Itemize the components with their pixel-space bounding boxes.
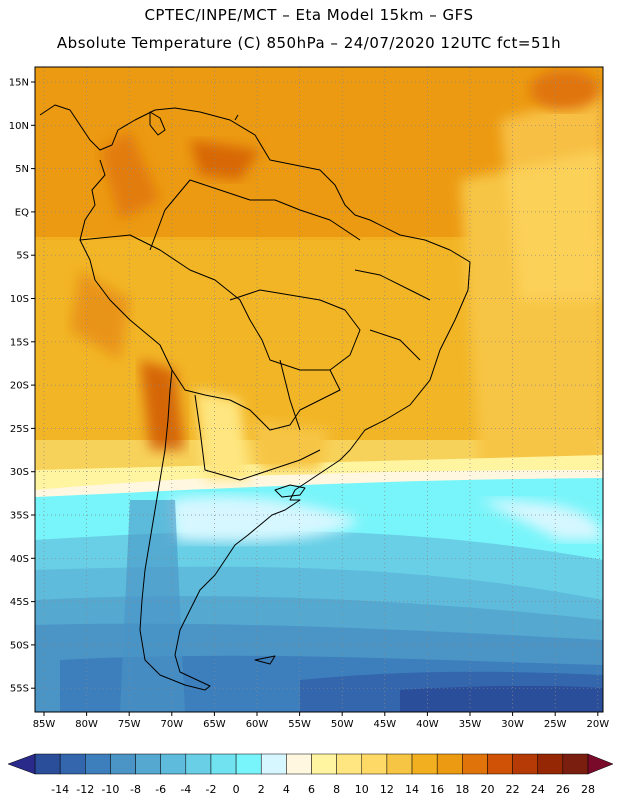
lon-label: 85W	[33, 719, 56, 730]
lat-label: 10S	[10, 294, 29, 305]
colorbar-segment	[135, 753, 161, 775]
colorbar-segment	[235, 753, 262, 775]
colorbar-segment	[59, 753, 86, 775]
lat-label: 25S	[10, 424, 29, 435]
graticule	[35, 67, 603, 712]
colorbar-label: -4	[180, 783, 192, 796]
colorbar-segment	[260, 753, 287, 775]
colorbar-label: 20	[480, 783, 495, 796]
colorbar-segment	[110, 753, 136, 775]
colorbar-label: 24	[530, 783, 545, 796]
lon-label: 45W	[373, 719, 396, 730]
lat-label: 5S	[16, 251, 29, 262]
colorbar-segment	[210, 753, 237, 775]
colorbar-label: 12	[379, 783, 394, 796]
colorbar-under-arrow	[7, 753, 36, 775]
colorbar-label: 16	[430, 783, 445, 796]
lat-label: 50S	[10, 640, 29, 651]
lon-label: 20W	[586, 719, 609, 730]
colorbar-label: 0	[232, 783, 240, 796]
colorbar-label: -10	[101, 783, 120, 796]
colorbar-segment	[361, 753, 388, 775]
lon-label: 75W	[118, 719, 141, 730]
lat-label: 55S	[10, 684, 29, 695]
colorbar-segment	[85, 753, 111, 775]
colorbar-segment	[34, 753, 61, 775]
colorbar-label: 8	[333, 783, 341, 796]
lon-label: 35W	[459, 719, 482, 730]
lon-label: 40W	[416, 719, 439, 730]
colorbar-label: 2	[257, 783, 265, 796]
colorbar-over-arrow	[587, 753, 614, 775]
colorbar-segment	[286, 753, 312, 775]
colorbar	[7, 753, 614, 775]
colorbar-segment	[512, 753, 538, 775]
colorbar-segment	[562, 753, 589, 775]
chart-title: CPTEC/INPE/MCT – Eta Model 15km – GFS	[144, 6, 474, 24]
coastlines	[39, 104, 471, 691]
lat-label: 40S	[10, 554, 29, 565]
colorbar-segment	[462, 753, 488, 775]
colorbar-segment	[537, 753, 564, 775]
colorbar-label: 18	[455, 783, 470, 796]
chart-subtitle: Absolute Temperature (C) 850hPa – 24/07/…	[56, 34, 562, 52]
colorbar-segment	[160, 753, 187, 775]
colorbar-segment	[386, 753, 413, 775]
colorbar-segment	[311, 753, 337, 775]
lat-label: 45S	[10, 597, 29, 608]
longitude-labels: 85W 80W 75W 70W 65W 60W 55W 50W 45W 40W 35W 30W 25W 2…	[33, 712, 609, 730]
colorbar-label: 22	[505, 783, 520, 796]
lat-label: 10N	[9, 121, 29, 132]
lon-label: 25W	[544, 719, 567, 730]
colorbar-label: 28	[581, 783, 595, 796]
colorbar-label: 4	[282, 783, 290, 796]
lon-label: 80W	[75, 719, 98, 730]
lon-label: 70W	[160, 719, 183, 730]
latitude-labels: 15N 10N 5N EQ 5S 10S 15S 20S 25S 30S 35S 40S 45S 50S 5…	[9, 78, 35, 695]
lon-label: 30W	[501, 719, 524, 730]
colorbar-label: 14	[405, 783, 420, 796]
lat-label: 35S	[10, 511, 29, 522]
lat-label: EQ	[15, 207, 29, 218]
lat-label: 15N	[9, 78, 29, 89]
colorbar-label: 6	[308, 783, 315, 796]
colorbar-label: -12	[76, 783, 95, 796]
lon-label: 50W	[331, 719, 354, 730]
colorbar-segment	[487, 753, 513, 775]
colorbar-segment	[436, 753, 463, 775]
colorbar-label: -14	[51, 783, 70, 796]
colorbar-label: -6	[155, 783, 167, 796]
colorbar-label: -2	[205, 783, 217, 796]
map-frame	[34, 66, 604, 713]
temperature-field	[35, 67, 603, 712]
colorbar-segment	[336, 753, 363, 775]
lat-label: 15S	[10, 337, 29, 348]
colorbar-segment	[185, 753, 212, 775]
lon-label: 65W	[203, 719, 226, 730]
lat-label: 30S	[10, 467, 29, 478]
colorbar-label: 10	[354, 783, 369, 796]
colorbar-label: 26	[555, 783, 570, 796]
lat-label: 20S	[10, 381, 29, 392]
colorbar-label: -8	[130, 783, 142, 796]
colorbar-segment	[411, 753, 438, 775]
lat-label: 5N	[15, 164, 29, 175]
lon-label: 60W	[246, 719, 269, 730]
lon-label: 55W	[288, 719, 311, 730]
